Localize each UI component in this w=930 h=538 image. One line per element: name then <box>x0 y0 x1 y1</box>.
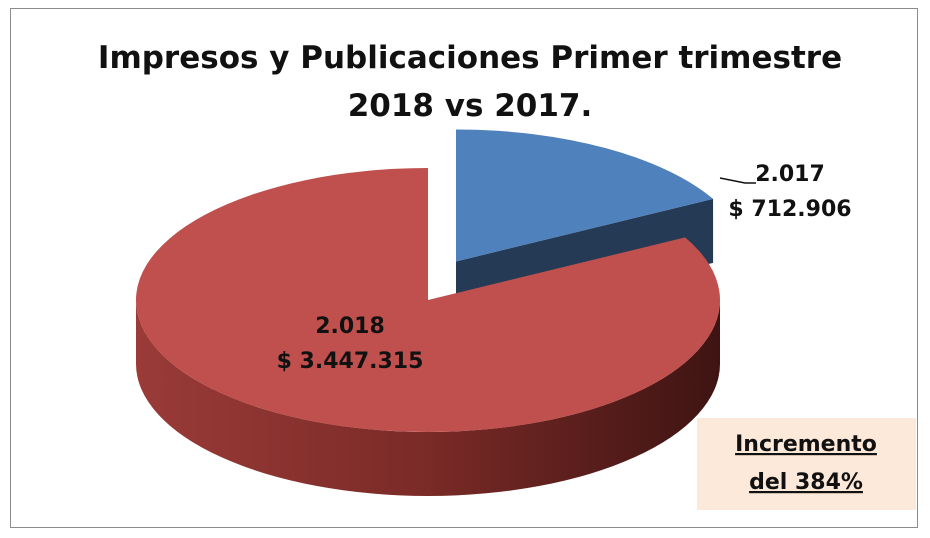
category-label: 2.017 <box>755 162 825 187</box>
chart-title: Impresos y Publicaciones Primer trimestr… <box>97 40 843 124</box>
slice <box>136 168 720 432</box>
slice-side <box>136 300 720 496</box>
chart-frame <box>10 8 918 528</box>
annotation: Incremento <box>735 432 877 457</box>
annotation-box <box>697 418 916 510</box>
leader-line <box>719 177 756 184</box>
slice <box>455 129 714 262</box>
category-label: 2.018 <box>315 314 385 339</box>
value-label: $ 3.447.315 <box>277 349 424 374</box>
annotation: del 384% <box>749 470 863 495</box>
value-label: $ 712.906 <box>728 197 851 222</box>
